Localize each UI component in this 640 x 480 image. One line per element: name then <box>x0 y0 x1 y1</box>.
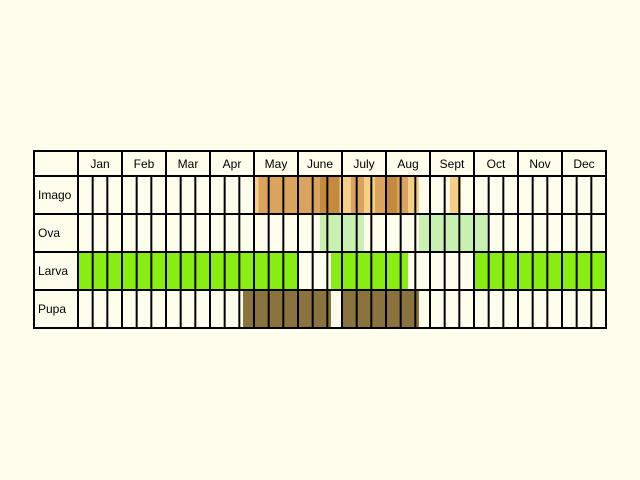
band-imago <box>364 176 375 214</box>
month-label: July <box>353 157 374 171</box>
grid-border <box>33 150 607 329</box>
band-imago <box>397 176 408 214</box>
month-label: Feb <box>134 157 155 171</box>
band-imago <box>386 176 397 214</box>
month-label: June <box>307 157 333 171</box>
label-layer: Jan Feb Mar Apr May June July Aug Sept Oct Nov Dec I… <box>38 157 595 316</box>
band-imago <box>375 176 386 214</box>
band-larva <box>78 252 298 290</box>
band-imago <box>258 176 298 214</box>
month-label: May <box>265 157 288 171</box>
band-pupa <box>342 290 419 328</box>
month-label: Mar <box>178 157 199 171</box>
month-label: Oct <box>487 157 506 171</box>
month-label: Dec <box>573 157 594 171</box>
band-larva <box>474 252 606 290</box>
month-label: Apr <box>223 157 242 171</box>
band-imago <box>320 176 340 214</box>
month-label: Jan <box>90 157 109 171</box>
grid-layer <box>33 150 607 329</box>
band-imago <box>449 176 461 214</box>
row-label: Larva <box>38 264 68 278</box>
band-imago <box>254 176 259 214</box>
row-label: Pupa <box>38 302 66 316</box>
row-label: Ova <box>38 226 60 240</box>
month-label: Nov <box>529 157 550 171</box>
month-label: Aug <box>397 157 418 171</box>
band-larva <box>331 252 408 290</box>
band-imago <box>298 176 320 214</box>
band-pupa <box>243 290 331 328</box>
row-label: Imago <box>38 188 72 202</box>
band-imago <box>408 176 419 214</box>
month-label: Sept <box>440 157 465 171</box>
band-imago <box>339 176 351 214</box>
